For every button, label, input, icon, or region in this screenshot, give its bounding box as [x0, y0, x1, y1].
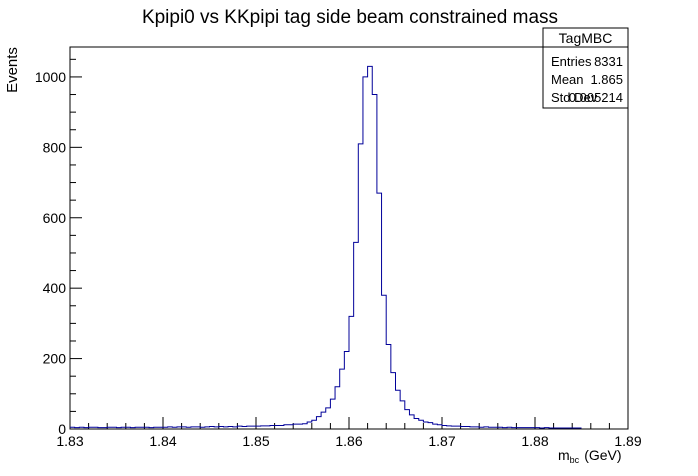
stats-stddev-value: 0.005214	[569, 90, 623, 105]
x-tick-label: 1.85	[242, 433, 269, 449]
y-tick-label: 0	[58, 421, 66, 437]
x-axis-label: mbc (GeV)	[558, 447, 622, 465]
y-axis: 0 200 400 600 800 1000	[35, 58, 82, 437]
stats-entries-label: Entries	[551, 54, 592, 69]
x-tick-label: 1.83	[56, 433, 83, 449]
histogram-series-line	[70, 65, 582, 429]
x-tick-label: 1.87	[428, 433, 455, 449]
y-tick-label: 400	[43, 280, 67, 296]
chart-title: Kpipi0 vs KKpipi tag side beam constrain…	[142, 7, 558, 28]
y-axis-label: Events	[4, 47, 21, 93]
stats-entries-value: 8331	[594, 54, 623, 69]
x-tick-label: 1.89	[614, 433, 641, 449]
stats-mean-label: Mean	[551, 72, 584, 87]
y-tick-label: 600	[43, 210, 67, 226]
x-axis-label-subscript: bc	[570, 455, 580, 465]
x-axis: 1.83 1.84 1.85 1.86 1.87 1.88 1.89	[56, 417, 642, 449]
svg-text:mbc(GeV): mbc (GeV)	[558, 447, 622, 465]
y-tick-label: 1000	[35, 69, 66, 85]
x-axis-label-main: m	[558, 447, 570, 463]
y-tick-label: 800	[43, 139, 67, 155]
stats-mean-value: 1.865	[590, 72, 623, 87]
stats-box: TagMBC Entries 8331 Mean 1.865 Std Dev 0…	[542, 27, 629, 109]
x-tick-label: 1.86	[335, 433, 362, 449]
x-tick-label: 1.84	[149, 433, 176, 449]
x-axis-label-unit: (GeV)	[584, 447, 621, 463]
stats-stddev-label: Std Dev	[551, 90, 598, 105]
x-tick-label: 1.88	[521, 433, 548, 449]
y-tick-label: 200	[43, 351, 67, 367]
stats-box-title: TagMBC	[559, 30, 613, 46]
